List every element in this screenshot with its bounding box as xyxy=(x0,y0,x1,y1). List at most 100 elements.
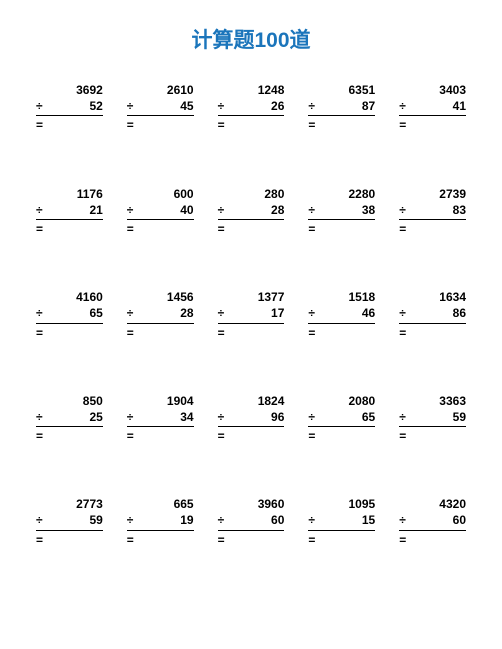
dividend-row: 2773 xyxy=(36,496,103,512)
equals-row: = xyxy=(127,116,194,133)
dividend-row: 2280 xyxy=(308,186,375,202)
answer-blank xyxy=(228,532,285,548)
dividend-row: 665 xyxy=(127,496,194,512)
blank-op xyxy=(36,186,46,202)
divisor-value: 59 xyxy=(46,512,103,528)
dividend-row: 1248 xyxy=(218,82,285,98)
equals-row: = xyxy=(36,324,103,341)
operator-symbol: ÷ xyxy=(36,512,46,528)
operator-symbol: ÷ xyxy=(308,98,318,114)
blank-op xyxy=(308,186,318,202)
equals-symbol: = xyxy=(36,428,46,444)
answer-blank xyxy=(318,117,375,133)
equals-row: = xyxy=(399,220,466,237)
dividend-row: 1377 xyxy=(218,289,285,305)
answer-blank xyxy=(228,325,285,341)
division-problem: 4320÷60= xyxy=(399,496,466,548)
divisor-row: ÷60 xyxy=(218,512,285,528)
blank-op xyxy=(308,82,318,98)
division-problem: 665÷19= xyxy=(127,496,194,548)
dividend-row: 3960 xyxy=(218,496,285,512)
blank-op xyxy=(399,393,409,409)
dividend-value: 1377 xyxy=(228,289,285,305)
division-problem: 1634÷86= xyxy=(399,289,466,341)
division-problem: 1824÷96= xyxy=(218,393,285,445)
blank-op xyxy=(36,496,46,512)
dividend-value: 3692 xyxy=(46,82,103,98)
blank-op xyxy=(399,186,409,202)
dividend-row: 3692 xyxy=(36,82,103,98)
division-problem: 2739÷83 = xyxy=(399,186,466,238)
blank-op xyxy=(127,393,137,409)
answer-blank xyxy=(318,532,375,548)
equals-row: = xyxy=(399,324,466,341)
answer-blank xyxy=(318,221,375,237)
operator-symbol: ÷ xyxy=(127,98,137,114)
dividend-value: 6351 xyxy=(318,82,375,98)
blank-op xyxy=(218,393,228,409)
dividend-value: 3403 xyxy=(409,82,466,98)
equals-symbol: = xyxy=(308,428,318,444)
equals-symbol: = xyxy=(127,325,137,341)
divisor-value: 65 xyxy=(46,305,103,321)
division-problem: 1904÷34= xyxy=(127,393,194,445)
problems-grid: 3692÷52=2610÷45=1248÷26=6351÷87=3403÷41=… xyxy=(36,82,466,548)
operator-symbol: ÷ xyxy=(399,202,409,218)
divisor-row: ÷86 xyxy=(399,305,466,321)
equals-row: = xyxy=(127,427,194,444)
dividend-row: 600 xyxy=(127,186,194,202)
operator-symbol: ÷ xyxy=(218,409,228,425)
divisor-row: ÷65 xyxy=(308,409,375,425)
equals-symbol: = xyxy=(308,221,318,237)
blank-op xyxy=(127,496,137,512)
dividend-value: 2080 xyxy=(318,393,375,409)
dividend-value: 3960 xyxy=(228,496,285,512)
worksheet-page: 计算题100道 3692÷52=2610÷45=1248÷26=6351÷87=… xyxy=(0,0,502,548)
dividend-row: 2739 xyxy=(399,186,466,202)
answer-blank xyxy=(228,221,285,237)
dividend-row: 1518 xyxy=(308,289,375,305)
answer-blank xyxy=(137,325,194,341)
equals-symbol: = xyxy=(218,325,228,341)
divisor-value: 52 xyxy=(46,98,103,114)
operator-symbol: ÷ xyxy=(36,202,46,218)
division-problem: 3960÷60= xyxy=(218,496,285,548)
equals-symbol: = xyxy=(399,221,409,237)
divisor-row: ÷59 xyxy=(36,512,103,528)
equals-symbol: = xyxy=(36,117,46,133)
equals-symbol: = xyxy=(127,221,137,237)
answer-blank xyxy=(46,221,103,237)
equals-row: = xyxy=(218,324,285,341)
dividend-value: 4160 xyxy=(46,289,103,305)
divisor-value: 40 xyxy=(137,202,194,218)
dividend-row: 850 xyxy=(36,393,103,409)
answer-blank xyxy=(228,117,285,133)
division-problem: 2280÷38= xyxy=(308,186,375,238)
operator-symbol: ÷ xyxy=(127,305,137,321)
divisor-value: 34 xyxy=(137,409,194,425)
equals-symbol: = xyxy=(218,221,228,237)
divisor-row: ÷26 xyxy=(218,98,285,114)
divisor-value: 65 xyxy=(318,409,375,425)
divisor-value: 59 xyxy=(409,409,466,425)
division-problem: 280÷28= xyxy=(218,186,285,238)
answer-blank xyxy=(46,325,103,341)
divisor-row: ÷83 xyxy=(399,202,466,218)
answer-blank xyxy=(137,221,194,237)
equals-row: = xyxy=(308,427,375,444)
division-problem: 3403÷41= xyxy=(399,82,466,134)
division-problem: 600÷40= xyxy=(127,186,194,238)
equals-symbol: = xyxy=(36,532,46,548)
operator-symbol: ÷ xyxy=(308,202,318,218)
dividend-row: 1456 xyxy=(127,289,194,305)
division-problem: 3692÷52= xyxy=(36,82,103,134)
dividend-row: 3363 xyxy=(399,393,466,409)
equals-row: = xyxy=(36,531,103,548)
divisor-row: ÷45 xyxy=(127,98,194,114)
dividend-value: 665 xyxy=(137,496,194,512)
blank-op xyxy=(218,82,228,98)
dividend-row: 1176 xyxy=(36,186,103,202)
blank-op xyxy=(36,289,46,305)
blank-op xyxy=(308,496,318,512)
division-problem: 1176÷21= xyxy=(36,186,103,238)
